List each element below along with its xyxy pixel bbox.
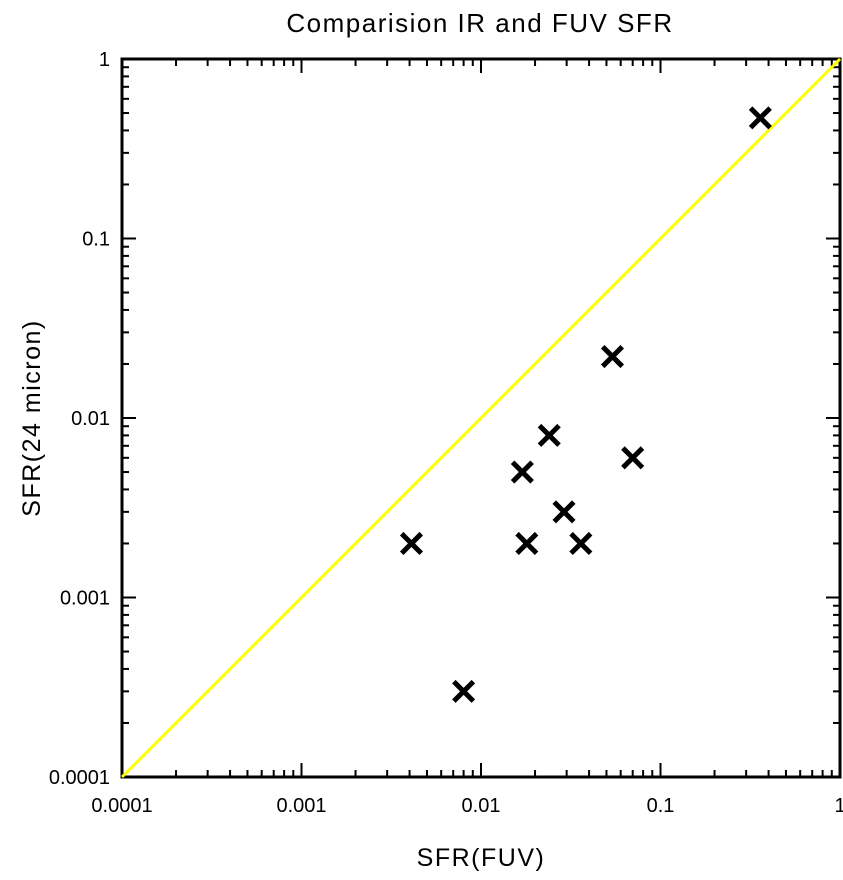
reference-line <box>120 57 842 779</box>
y-tick-label: 0.0001 <box>49 767 110 789</box>
y-axis-ticks <box>122 58 840 778</box>
x-axis-ticks <box>121 59 841 777</box>
data-point-x-marker <box>600 344 625 369</box>
x-tick-label: 0.0001 <box>91 795 152 817</box>
data-point-x-marker <box>552 500 576 524</box>
x-tick-label: 0.01 <box>462 795 501 817</box>
y-axis-label: SFR(24 micron) <box>18 319 46 516</box>
data-point-x-marker <box>537 423 561 447</box>
x-tick-label: 0.1 <box>647 795 675 817</box>
data-point-x-marker <box>515 531 539 556</box>
data-point-x-marker <box>748 106 772 130</box>
data-point-x-marker <box>399 531 424 556</box>
y-tick-label: 0.01 <box>71 408 110 430</box>
chart-title: Comparision IR and FUV SFR <box>286 8 673 38</box>
data-points <box>399 106 772 703</box>
x-axis-label: SFR(FUV) <box>417 844 546 872</box>
x-axis-tick-labels: 0.0001 0.001 0.01 0.1 1 <box>91 795 843 817</box>
data-point-x-marker <box>621 446 645 470</box>
y-tick-label: 1 <box>99 49 110 71</box>
y-tick-label: 0.1 <box>82 229 110 251</box>
data-point-x-marker <box>452 679 476 703</box>
y-axis-tick-labels: 0.0001 0.001 0.01 0.1 1 <box>49 49 110 789</box>
y-tick-label: 0.001 <box>60 588 110 610</box>
data-point-x-marker <box>569 531 593 556</box>
data-point-x-marker <box>510 460 534 484</box>
x-tick-label: 1 <box>834 795 843 817</box>
x-tick-label: 0.001 <box>276 795 326 817</box>
